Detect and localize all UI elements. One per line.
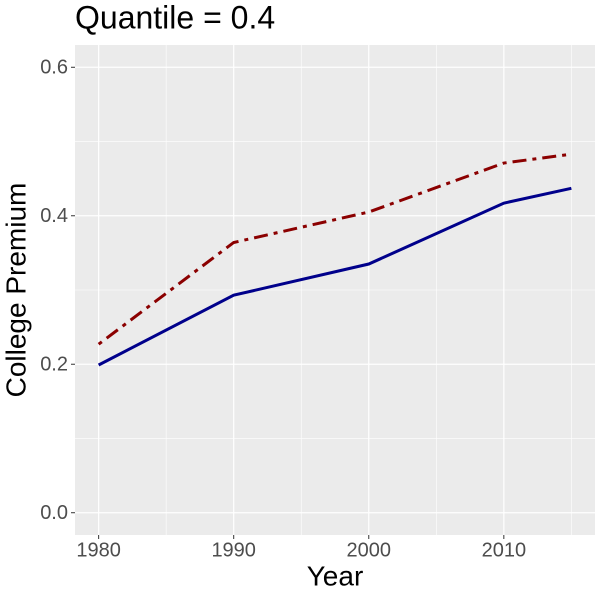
x-tick-label: 1980 (76, 539, 121, 561)
x-tick-label: 2010 (482, 539, 527, 561)
y-tick-label: 0.2 (40, 354, 68, 376)
x-axis-title: Year (307, 560, 364, 591)
y-tick-label: 0.4 (40, 205, 68, 227)
y-tick-label: 0.0 (40, 502, 68, 524)
chart-title: Quantile = 0.4 (75, 0, 275, 35)
y-tick-label: 0.6 (40, 57, 68, 79)
line-series (97, 152, 572, 346)
y-axis-title: College Premium (0, 183, 31, 398)
x-tick-label: 1990 (211, 539, 256, 561)
x-tick-label: 2000 (347, 539, 392, 561)
line-series (97, 186, 572, 367)
